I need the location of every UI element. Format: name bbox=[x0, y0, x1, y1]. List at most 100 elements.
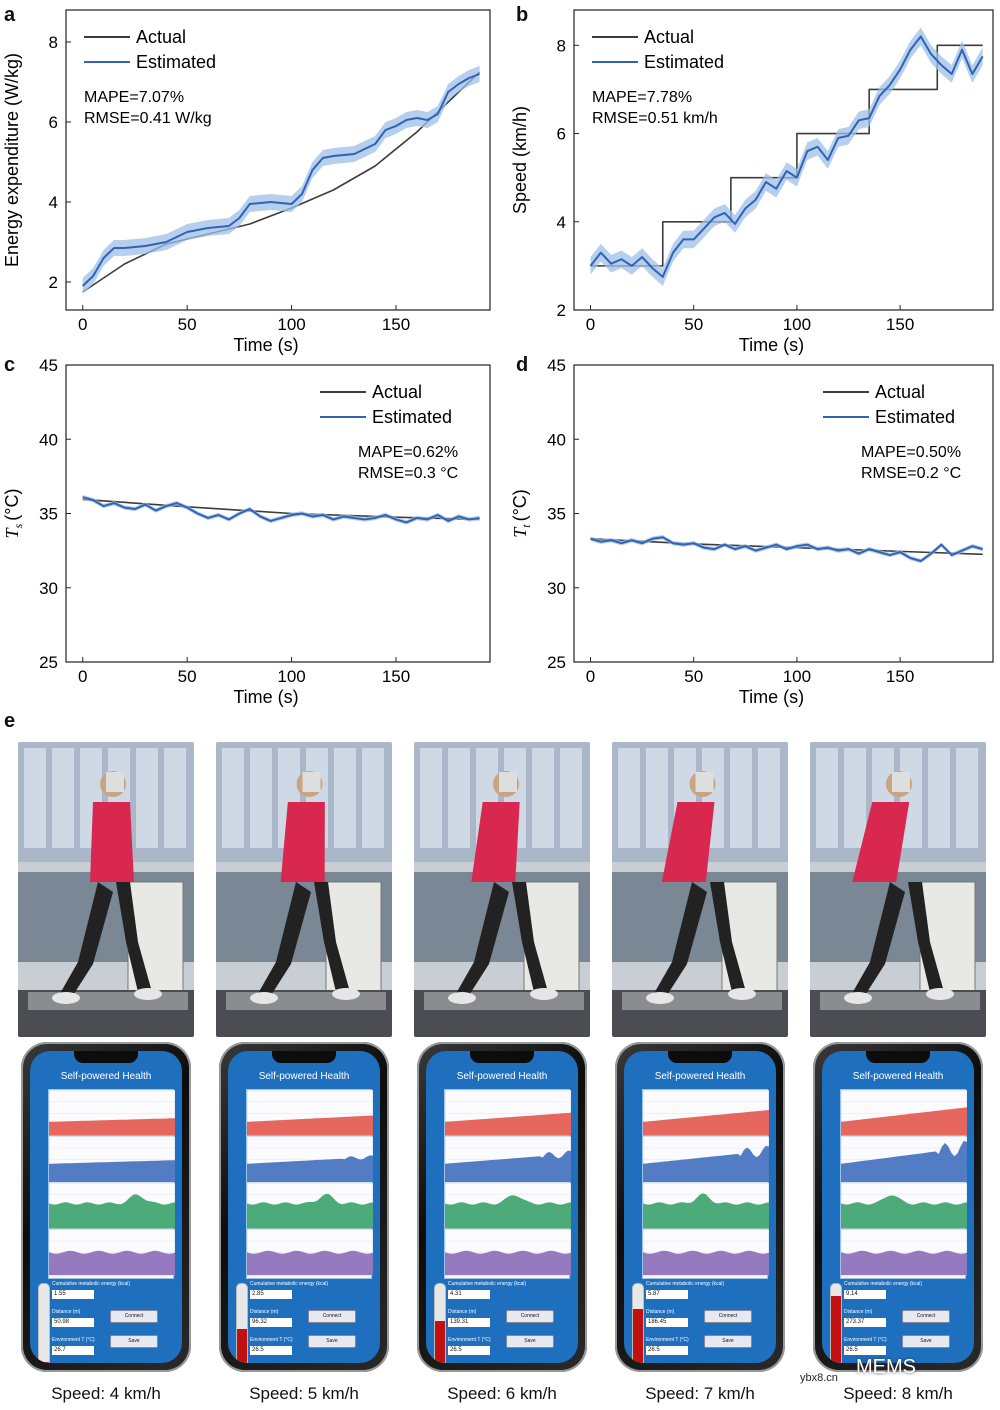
app-strip bbox=[445, 1182, 571, 1229]
app-strip bbox=[643, 1136, 769, 1183]
phone-mockup: Self-powered Health Cumulative metabolic … bbox=[21, 1042, 191, 1372]
app-strip-area bbox=[643, 1193, 769, 1229]
x-tick-label: 0 bbox=[586, 315, 595, 334]
chart-shank-temperature: 0 50 100 150 25 30 35 40 45 Time (s) Ts (°C) Actual E… bbox=[2, 356, 491, 707]
app-strip-area bbox=[445, 1195, 571, 1229]
y-axis-unit: (°C) bbox=[510, 489, 530, 521]
x-tick-label: 50 bbox=[178, 667, 197, 686]
photo-pane bbox=[816, 748, 838, 848]
app-strip bbox=[49, 1136, 175, 1183]
y-tick-label: 45 bbox=[39, 356, 58, 375]
phone-mockup: Self-powered Health Cumulative metabolic … bbox=[813, 1042, 983, 1372]
photo-pane bbox=[618, 748, 640, 848]
energy-value: 5.87 bbox=[646, 1290, 688, 1299]
connect-button[interactable]: Connect bbox=[110, 1310, 158, 1323]
app-info-area: Cumulative metabolic energy (kcal) 2.85 Di… bbox=[234, 1279, 374, 1363]
x-tick-label: 100 bbox=[277, 315, 305, 334]
energy-label: Cumulative metabolic energy (kcal) bbox=[448, 1281, 527, 1287]
env-temp-value: 26.7 bbox=[52, 1346, 94, 1355]
app-strip-area bbox=[247, 1155, 373, 1182]
photo-pane bbox=[334, 748, 356, 848]
app-strip bbox=[247, 1090, 373, 1136]
series-line-estimated bbox=[82, 496, 480, 524]
person-shoe-front bbox=[926, 988, 954, 1000]
app-strip bbox=[49, 1090, 175, 1136]
person-leg-back bbox=[256, 882, 311, 1000]
legend-label-actual: Actual bbox=[136, 27, 186, 47]
face-blur bbox=[499, 772, 517, 792]
env-temp-label: Environment T (°C) bbox=[844, 1337, 887, 1343]
thermometer-fill bbox=[831, 1296, 841, 1363]
app-info-area: Cumulative metabolic energy (kcal) 9.14 Di… bbox=[828, 1279, 968, 1363]
person-shirt bbox=[661, 802, 715, 882]
treadmill-photo-scene bbox=[810, 742, 986, 1037]
connect-button[interactable]: Connect bbox=[704, 1310, 752, 1323]
x-tick-label: 100 bbox=[783, 667, 811, 686]
app-strip-area bbox=[643, 1250, 769, 1275]
app-info-area: Cumulative metabolic energy (kcal) 1.55 Di… bbox=[36, 1279, 176, 1363]
photo-pane bbox=[222, 748, 244, 848]
thermometer bbox=[632, 1283, 644, 1363]
chart-speed: 0 50 100 150 2 4 6 8 Time (s) Speed (km/h) Actual E… bbox=[510, 9, 994, 355]
app-strip-area bbox=[247, 1250, 373, 1275]
app-info-area: Cumulative metabolic energy (kcal) 5.87 Di… bbox=[630, 1279, 770, 1363]
save-button[interactable]: Save bbox=[506, 1335, 554, 1348]
photo-pane bbox=[928, 748, 950, 848]
series-band-estimated bbox=[82, 494, 480, 525]
thermometer-fill bbox=[633, 1308, 643, 1363]
app-chart-stack bbox=[444, 1089, 571, 1279]
app-title: Self-powered Health bbox=[60, 1071, 152, 1082]
thermometer bbox=[236, 1283, 248, 1363]
save-button[interactable]: Save bbox=[308, 1335, 356, 1348]
person-leg-back bbox=[58, 882, 113, 1000]
app-chart-stack bbox=[642, 1089, 769, 1279]
save-button[interactable]: Save bbox=[704, 1335, 752, 1348]
photo-belt bbox=[226, 992, 386, 1010]
app-chart-stack bbox=[48, 1089, 175, 1279]
save-button[interactable]: Save bbox=[110, 1335, 158, 1348]
person-shoe-back bbox=[646, 992, 674, 1004]
panel-letter-d: d bbox=[516, 354, 529, 376]
app-strip-charts bbox=[49, 1090, 175, 1276]
app-strip-area bbox=[643, 1145, 769, 1182]
y-tick-label: 40 bbox=[547, 430, 566, 449]
face-blur bbox=[106, 772, 124, 792]
person-leg-back bbox=[454, 882, 509, 1000]
app-strip-charts bbox=[247, 1090, 373, 1276]
phone-screen: Self-powered Health Cumulative metabolic … bbox=[426, 1051, 578, 1363]
person-shoe-back bbox=[844, 992, 872, 1004]
face-blur bbox=[892, 772, 910, 792]
app-strip-charts bbox=[445, 1090, 571, 1276]
app-strip-area bbox=[49, 1118, 175, 1136]
phone-mockup: Self-powered Health Cumulative metabolic … bbox=[417, 1042, 587, 1372]
connect-button[interactable]: Connect bbox=[308, 1310, 356, 1323]
phone-mockup: Self-powered Health Cumulative metabolic … bbox=[219, 1042, 389, 1372]
y-axis-unit: (°C) bbox=[2, 489, 22, 521]
photo-pane bbox=[52, 748, 74, 848]
distance-label: Distance (m) bbox=[448, 1309, 477, 1315]
app-strip-area bbox=[841, 1250, 967, 1275]
connect-button[interactable]: Connect bbox=[506, 1310, 554, 1323]
photo-pane bbox=[532, 748, 554, 848]
app-strip bbox=[247, 1229, 373, 1276]
save-button[interactable]: Save bbox=[902, 1335, 950, 1348]
distance-value: 96.32 bbox=[250, 1318, 292, 1327]
photo-pane bbox=[730, 748, 752, 848]
photo-pane bbox=[136, 748, 158, 848]
series-band-estimated bbox=[590, 27, 983, 286]
person-shoe-back bbox=[250, 992, 278, 1004]
speed-caption: Speed: 6 km/h bbox=[447, 1384, 557, 1403]
thermometer bbox=[38, 1283, 50, 1363]
phone-notch bbox=[668, 1051, 732, 1063]
annotation-text: MAPE=0.50% bbox=[861, 444, 961, 461]
x-tick-label: 50 bbox=[684, 667, 703, 686]
app-strip-area bbox=[841, 1107, 967, 1136]
connect-button[interactable]: Connect bbox=[902, 1310, 950, 1323]
x-tick-label: 150 bbox=[886, 667, 914, 686]
person-leg-front bbox=[314, 882, 350, 992]
app-strip-area bbox=[445, 1250, 571, 1275]
photo-belt bbox=[424, 992, 584, 1010]
app-chart-stack bbox=[246, 1089, 373, 1279]
annotation-text: MAPE=0.62% bbox=[358, 444, 458, 461]
legend-label-estimated: Estimated bbox=[372, 407, 452, 427]
